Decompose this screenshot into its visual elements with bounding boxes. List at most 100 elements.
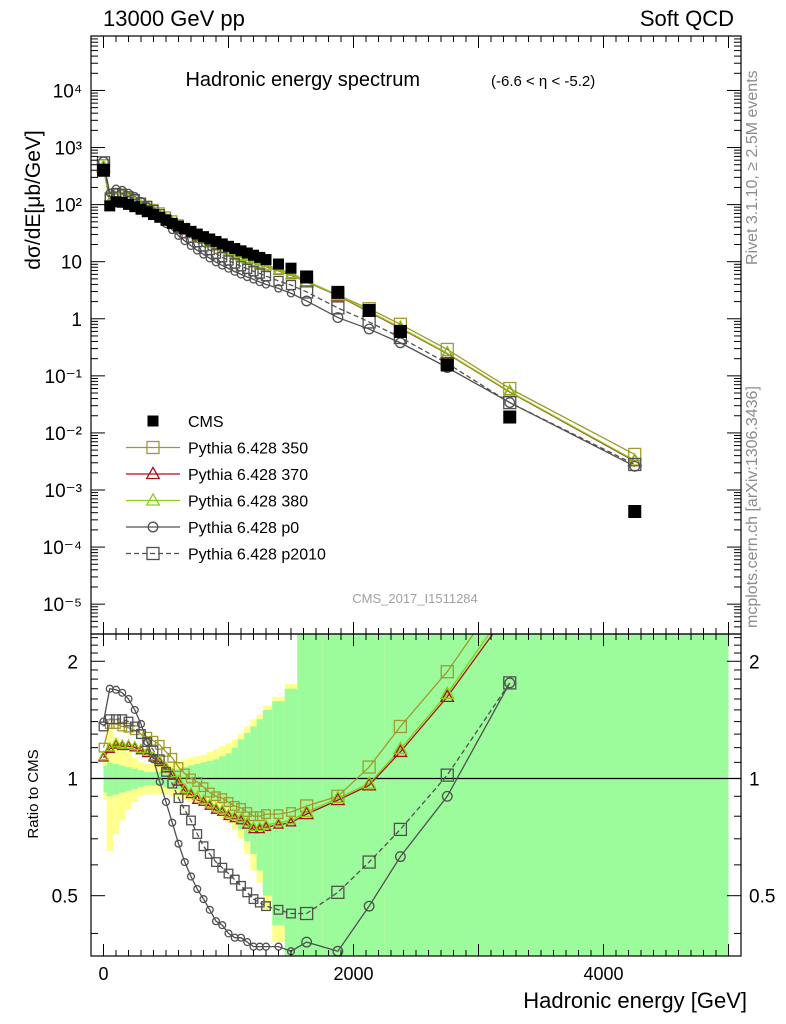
ratio-point-pythia-6-428-370 [361,777,377,791]
ratio-point-pythia-6-428-370 [299,806,315,820]
ratio-point-pythia-6-428-350 [192,776,203,787]
ratio-point-pythia-6-428-380 [235,812,247,823]
ratio-point-pythia-6-428-380 [439,685,455,699]
ratio-point-pythia-6-428-380 [222,808,235,818]
ratio-point-pythia-6-428-350 [362,760,376,774]
ratio-y-axis-label: Ratio to CMS [25,749,42,838]
ratio-y-tick-label-right: 1 [749,769,760,790]
ratio-point-pythia-6-428-380 [229,810,241,821]
ratio-point-pythia-6-428-p2010 [167,778,178,789]
ratio-point-pythia-6-428-370 [179,784,191,795]
ratio-point-pythia-6-428-p2010 [286,908,296,919]
ratio-point-pythia-6-428-350 [161,746,171,757]
ratio-point-pythia-6-428-p0 [504,677,516,689]
ratio-point-pythia-6-428-p0 [174,839,183,848]
main-point-cms [331,285,345,299]
y-tick-label: 10⁻³ [45,481,83,502]
band-statistical [297,634,323,956]
ratio-point-pythia-6-428-380 [191,790,203,801]
ratio-point-pythia-6-428-p2010 [186,815,196,826]
ratio-point-pythia-6-428-p2010 [217,862,228,873]
ratio-point-pythia-6-428-380 [197,794,210,804]
chart-subtitle: (-6.6 < η < -5.2) [491,73,595,90]
y-tick-label: 10² [55,196,82,217]
ratio-point-pythia-6-428-p2010 [117,714,128,725]
ratio-point-pythia-6-428-380 [204,797,216,808]
band-statistical [231,747,238,817]
legend-marker-pythia-6-428-p0 [147,521,159,533]
ratio-point-pythia-6-428-p2010 [104,714,115,725]
ratio-point-pythia-6-428-350 [123,722,134,733]
ratio-point-pythia-6-428-p2010 [148,745,159,756]
ratio-point-pythia-6-428-370 [154,756,166,767]
legend-marker-pythia-6-428-350 [146,440,160,455]
main-point-pythia-6-428-p0 [332,312,344,324]
ratio-point-pythia-6-428-380 [216,803,228,814]
band-statistical [194,763,201,795]
ratio-point-pythia-6-428-380 [179,782,191,793]
x-tick-label: 4000 [583,964,623,984]
legend-label-cms: CMS [188,414,224,431]
main-point-cms [260,254,272,266]
y-tick-label: 10⁻¹ [45,367,83,388]
main-point-pythia-6-428-p2010 [235,261,247,272]
ratio-point-pythia-6-428-p0 [124,694,133,704]
legend-label-pythia-6-428-p0: Pythia 6.428 p0 [188,520,299,537]
y-axis-label: dσ/dE[μb/GeV] [22,130,45,269]
ratio-point-pythia-6-428-350 [211,791,221,802]
ratio-point-pythia-6-428-p2010 [136,729,146,740]
band-statistical [112,763,120,795]
band-statistical [262,709,273,896]
x-tick-label: 2000 [333,964,373,984]
collision-label: 13000 GeV pp [103,6,245,31]
ratio-point-pythia-6-428-p0 [111,685,121,694]
main-point-cms [503,410,517,424]
ratio-point-pythia-6-428-p2010 [179,805,190,815]
ratio-point-pythia-6-428-380 [129,740,141,751]
main-point-pythia-6-428-p0 [130,192,139,201]
ratio-point-pythia-6-428-p0 [243,938,252,947]
band-statistical [541,634,729,956]
ratio-point-pythia-6-428-p0 [211,917,221,926]
main-point-cms [285,262,297,274]
main-point-cms [362,303,376,317]
ratio-point-pythia-6-428-350 [179,768,190,779]
main-point-pythia-6-428-p0 [504,397,516,409]
main-point-pythia-6-428-p2010 [242,263,253,274]
band-statistical [353,634,385,956]
ratio-point-pythia-6-428-380 [272,816,285,827]
ratio-point-pythia-6-428-p0 [136,719,146,729]
band-statistical [384,634,416,956]
main-point-pythia-6-428-350 [440,342,454,357]
ratio-point-pythia-6-428-380 [299,804,315,818]
main-point-pythia-6-428-p2010 [273,275,284,287]
ratio-point-pythia-6-428-370 [110,738,122,749]
ratio-point-pythia-6-428-p2010 [173,793,184,804]
main-frame [90,35,742,635]
band-statistical [212,759,220,801]
ratio-point-pythia-6-428-p2010 [362,855,376,869]
main-point-pythia-6-428-p2010 [285,279,297,291]
main-point-pythia-6-428-380 [285,268,297,279]
ratio-point-pythia-6-428-p2010 [161,766,171,777]
ratio-point-pythia-6-428-p0 [394,851,406,863]
legend: CMS Pythia 6.428 350 Pythia 6.428 370 Pythi… [126,414,326,564]
ratio-point-pythia-6-428-380 [247,821,260,831]
ratio-point-pythia-6-428-p0 [186,872,196,881]
ratio-point-pythia-6-428-p0 [130,705,139,715]
y-tick-label: 10⁻⁵ [43,595,82,616]
ratio-point-pythia-6-428-350 [167,752,178,763]
main-point-pythia-6-428-p2010 [503,395,517,410]
ratio-point-pythia-6-428-370 [330,792,346,806]
y-tick-label: 10⁴ [53,81,82,102]
ratio-point-pythia-6-428-p2010 [503,676,517,690]
analysis-id-label: CMS_2017_I1511284 [352,591,478,606]
ratio-point-pythia-6-428-350 [186,773,196,784]
ratio-point-pythia-6-428-370 [392,744,408,758]
y-tick-label: 1 [71,310,82,331]
ratio-y-tick-label: 0.5 [52,887,78,908]
ratio-point-pythia-6-428-p2010 [331,885,345,899]
chart-title: Hadronic energy spectrum [185,69,420,91]
y-tick-label: 10⁻² [45,424,83,445]
legend-marker-pythia-6-428-380 [145,492,161,506]
